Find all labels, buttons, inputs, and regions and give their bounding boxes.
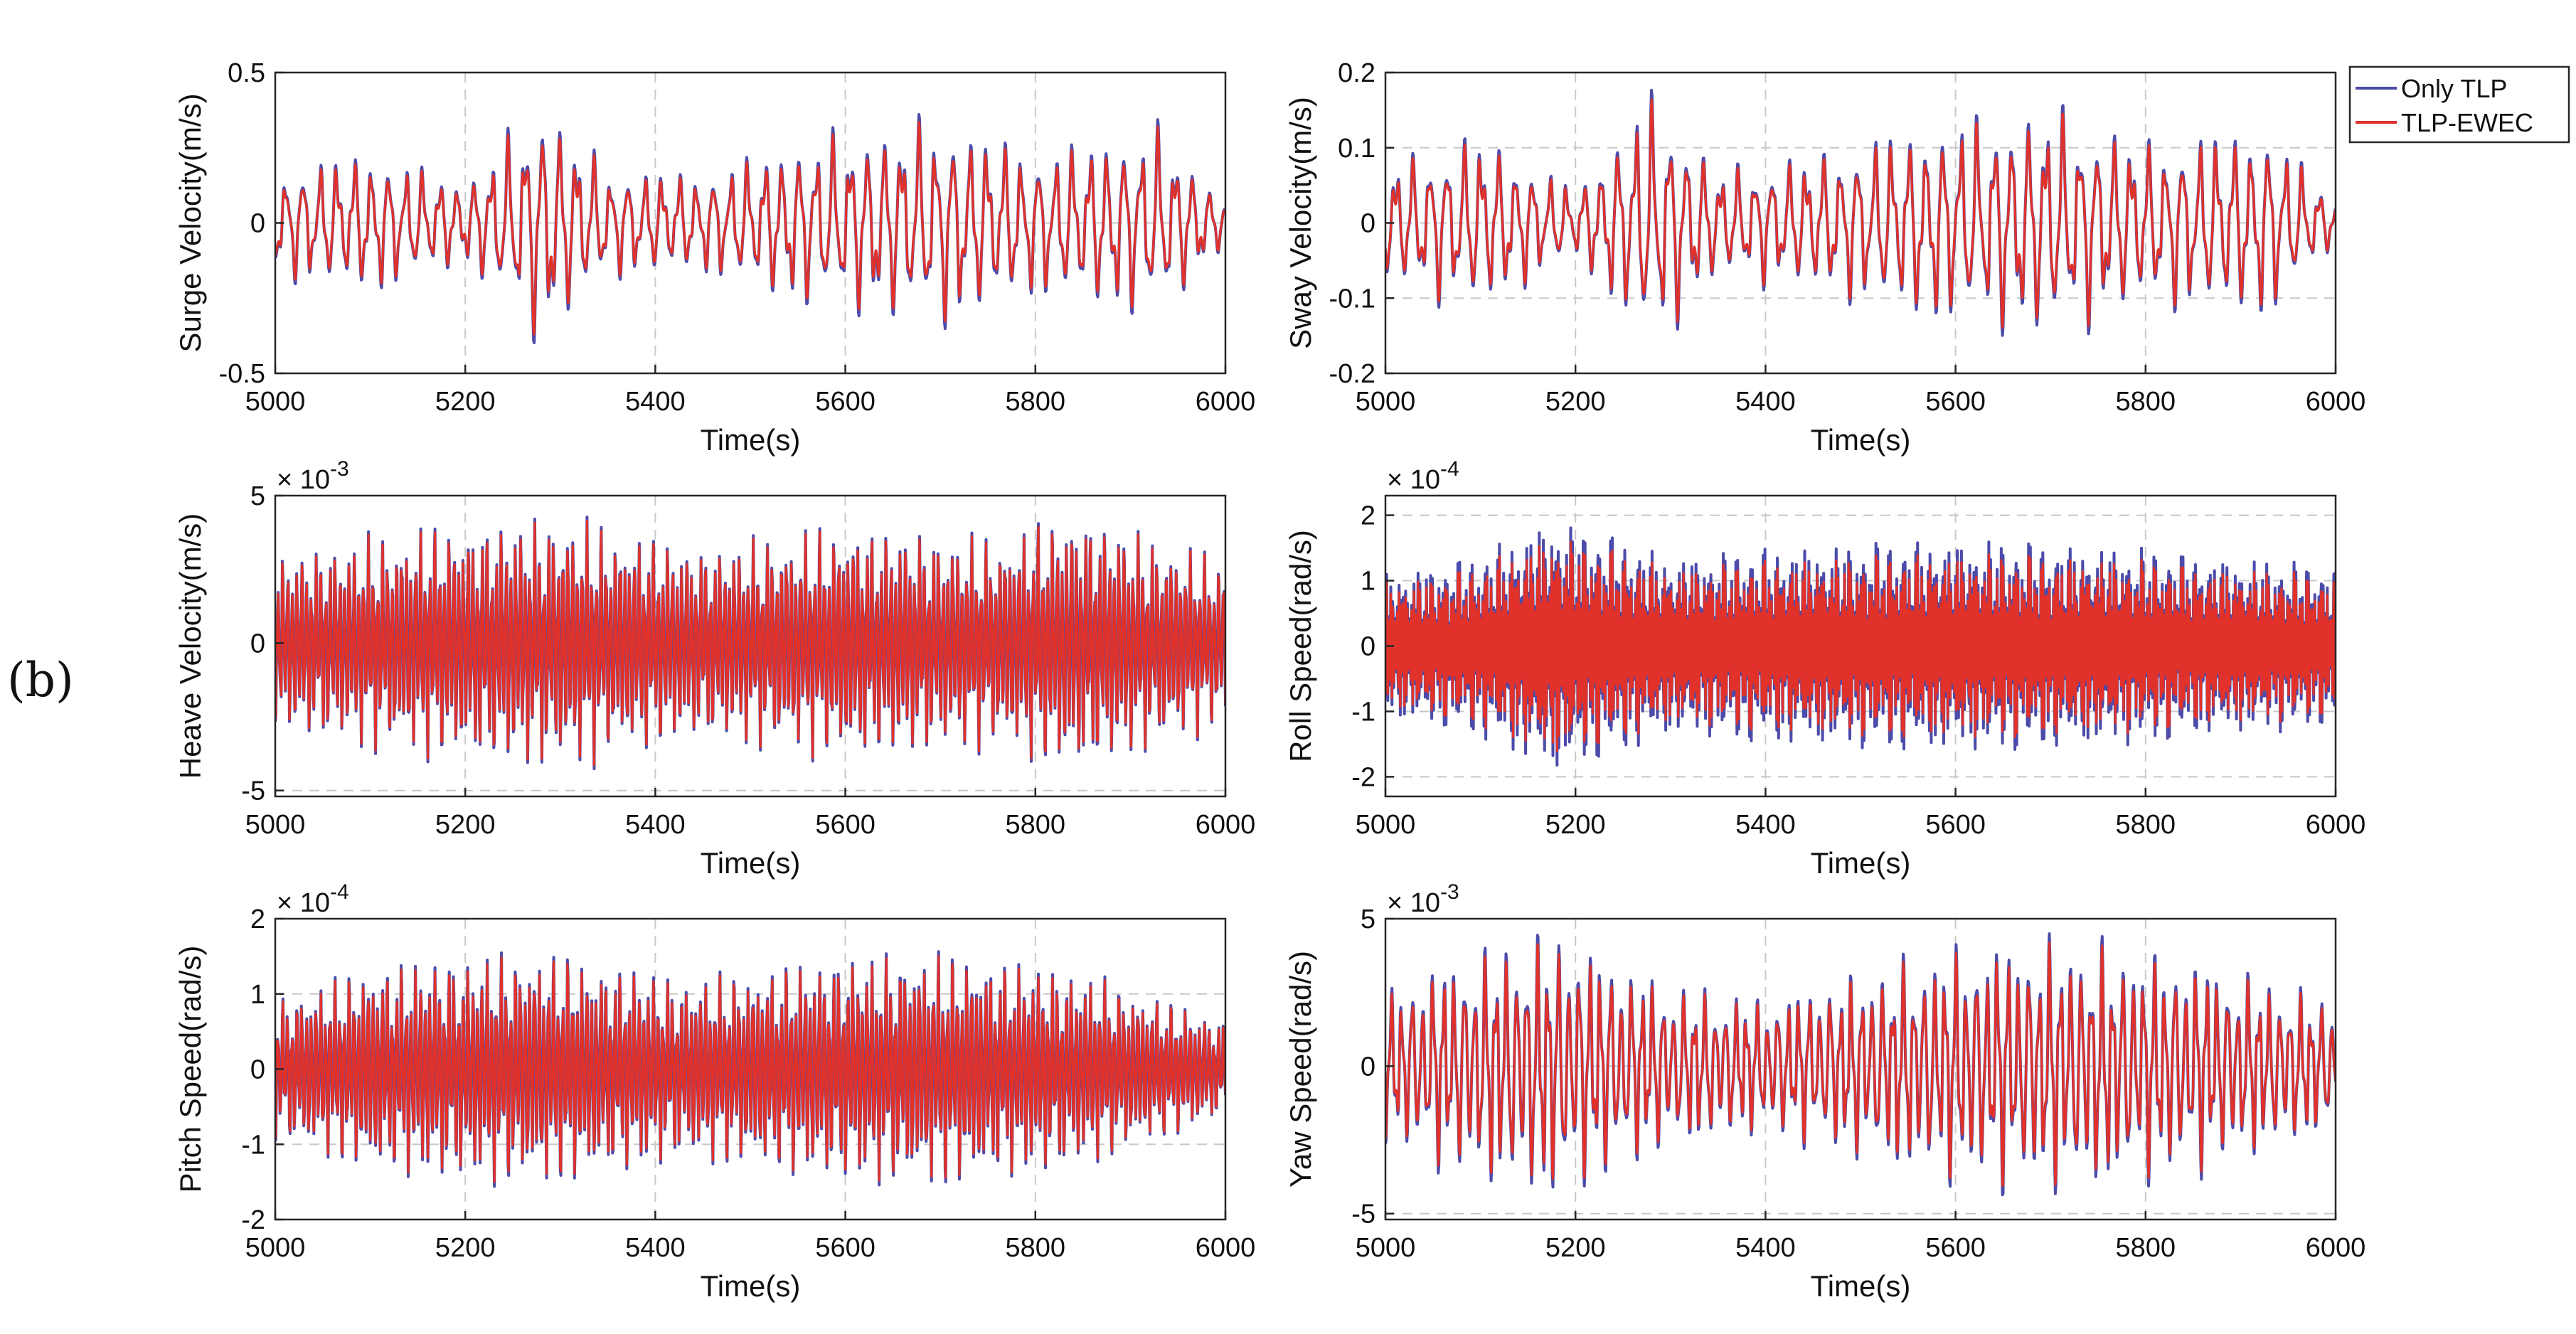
y-tick-label: -5 (241, 777, 265, 806)
x-tick-label: 5600 (1925, 1233, 1986, 1263)
x-tick-label: 5200 (435, 387, 496, 417)
x-tick-label: 5000 (1356, 1233, 1416, 1263)
chart-surge: 5000 5200 5400 5600 5800 6000 -0.5 0 0.5 Time(s) S… (174, 58, 1255, 457)
y-tick-label: 0.1 (1338, 134, 1375, 164)
y-tick-label: -0.1 (1329, 284, 1375, 314)
series-line-tlp-ewec (275, 955, 1225, 1183)
y-axis-label: Heave Velocity(m/s) (174, 513, 207, 779)
x-axis-label: Time(s) (701, 1269, 801, 1303)
x-axis-label: Time(s) (1811, 846, 1911, 880)
series-line-tlp-ewec (1385, 540, 2336, 752)
x-tick-label: 6000 (2306, 387, 2366, 417)
chart-sway: 5000 5200 5400 5600 5800 6000 -0.2 -0.1 0 0.1 0.2 T… (1284, 58, 2365, 457)
x-tick-label: 5800 (2116, 1233, 2176, 1263)
chart-heave: 5000 5200 5400 5600 5800 6000 -5 0 5 Time(s) Heave… (174, 457, 1255, 880)
x-tick-label: 5000 (245, 1233, 306, 1263)
legend: Only TLP TLP-EWEC (2348, 65, 2570, 144)
x-tick-label: 6000 (2306, 810, 2366, 840)
x-tick-label: 5000 (1356, 810, 1416, 840)
series-line-tlp-ewec (275, 121, 1225, 336)
legend-box (2348, 65, 2570, 144)
y-tick-label: 0 (250, 629, 265, 658)
x-tick-label: 5800 (1006, 387, 1066, 417)
series-line-tlp-ewec (275, 519, 1225, 767)
x-tick-label: 5800 (2116, 810, 2176, 840)
y-tick-label: -0.2 (1329, 359, 1375, 389)
x-tick-label: 5400 (1735, 1233, 1796, 1263)
x-tick-label: 5600 (1925, 810, 1986, 840)
y-axis-label: Pitch Speed(rad/s) (174, 946, 207, 1193)
y-tick-label: -2 (241, 1205, 265, 1235)
x-tick-label: 5200 (1545, 1233, 1606, 1263)
x-tick-label: 5800 (1006, 1233, 1066, 1263)
x-tick-label: 5800 (1006, 810, 1066, 840)
y-tick-label: -0.5 (219, 359, 265, 389)
series-line-tlp-ewec (1385, 941, 2336, 1188)
x-tick-label: 5200 (1545, 810, 1606, 840)
x-tick-label: 6000 (1196, 810, 1256, 840)
x-tick-label: 5400 (625, 810, 686, 840)
x-tick-label: 5200 (435, 1233, 496, 1263)
y-tick-label: 0.5 (228, 58, 265, 88)
y-tick-label: 0 (1361, 632, 1375, 662)
chart-roll: 5000 5200 5400 5600 5800 6000 -2 -1 0 1 2 Time(s) Ro… (1284, 457, 2365, 880)
y-axis-exponent: × 10-3 (277, 457, 349, 495)
plot-frame (1384, 917, 2337, 1221)
chart-pitch: 5000 5200 5400 5600 5800 6000 -2 -1 0 1 2 Time(s) Pi… (174, 880, 1255, 1303)
x-tick-label: 5200 (1545, 387, 1606, 417)
x-axis-label: Time(s) (1811, 1269, 1911, 1303)
legend-label: TLP-EWEC (2401, 108, 2533, 137)
x-axis-label: Time(s) (701, 423, 801, 457)
y-tick-label: 1 (250, 980, 265, 1010)
y-tick-label: 0 (250, 209, 265, 239)
x-tick-label: 5600 (815, 810, 875, 840)
x-tick-label: 6000 (2306, 1233, 2366, 1263)
x-tick-label: 5400 (625, 387, 686, 417)
plot-frame (274, 494, 1227, 798)
y-tick-label: 0 (1361, 209, 1375, 239)
x-tick-label: 5400 (1735, 387, 1796, 417)
y-tick-label: 5 (250, 481, 265, 511)
x-tick-label: 5400 (1735, 810, 1796, 840)
y-tick-label: -2 (1351, 762, 1375, 792)
legend-label: Only TLP (2401, 74, 2507, 103)
y-tick-label: 5 (1361, 905, 1375, 934)
x-tick-label: 5800 (2116, 387, 2176, 417)
x-tick-label: 6000 (1196, 387, 1256, 417)
chart-yaw: 5000 5200 5400 5600 5800 6000 -5 0 5 Time(s) Yaw S… (1284, 880, 2365, 1303)
x-tick-label: 5000 (1356, 387, 1416, 417)
y-axis-exponent: × 10-3 (1387, 880, 1459, 918)
y-tick-label: 0 (1361, 1052, 1375, 1082)
y-tick-label: -1 (1351, 697, 1375, 727)
x-tick-label: 6000 (1196, 1233, 1256, 1263)
y-axis-label: Surge Velocity(m/s) (174, 93, 207, 352)
x-tick-label: 5200 (435, 810, 496, 840)
x-tick-label: 5600 (815, 387, 875, 417)
y-tick-label: -5 (1351, 1200, 1375, 1229)
y-tick-label: 2 (250, 905, 265, 934)
x-axis-label: Time(s) (701, 846, 801, 880)
x-tick-label: 5000 (245, 387, 306, 417)
series-line-tlp-ewec (1385, 98, 2336, 329)
x-tick-label: 5600 (1925, 387, 1986, 417)
y-tick-label: 1 (1361, 567, 1375, 597)
x-tick-label: 5000 (245, 810, 306, 840)
y-tick-label: 2 (1361, 501, 1375, 531)
x-tick-label: 5400 (625, 1233, 686, 1263)
y-tick-label: 0.2 (1338, 58, 1375, 88)
y-axis-label: Roll Speed(rad/s) (1284, 530, 1317, 762)
y-tick-label: -1 (241, 1130, 265, 1160)
y-axis-label: Sway Velocity(m/s) (1284, 97, 1317, 349)
y-axis-label: Yaw Speed(rad/s) (1284, 951, 1317, 1188)
panel-label: (b) (7, 653, 74, 708)
x-axis-label: Time(s) (1811, 423, 1911, 457)
y-tick-label: 0 (250, 1055, 265, 1085)
x-tick-label: 5600 (815, 1233, 875, 1263)
y-axis-exponent: × 10-4 (1387, 457, 1459, 495)
y-axis-exponent: × 10-4 (277, 880, 349, 918)
